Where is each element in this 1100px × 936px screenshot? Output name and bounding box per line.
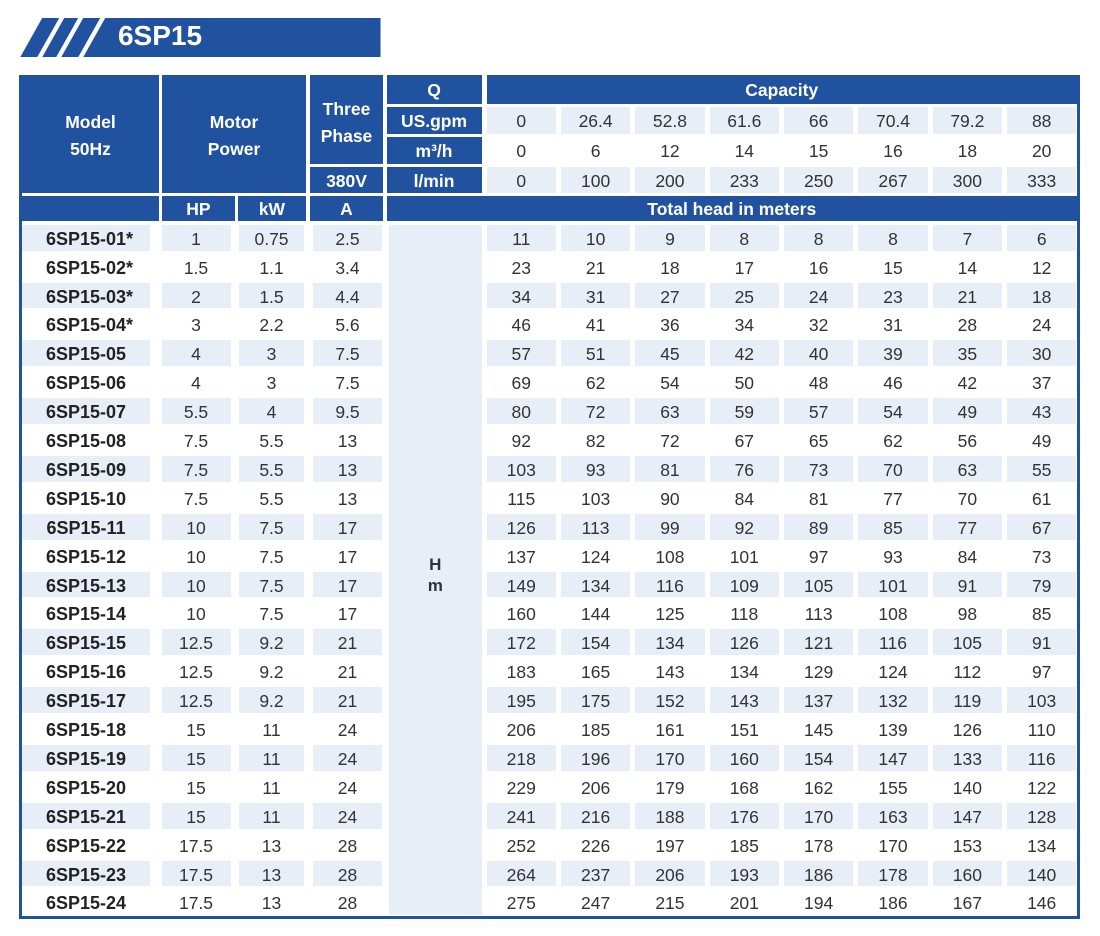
svg-text:6SP15: 6SP15: [118, 20, 202, 51]
